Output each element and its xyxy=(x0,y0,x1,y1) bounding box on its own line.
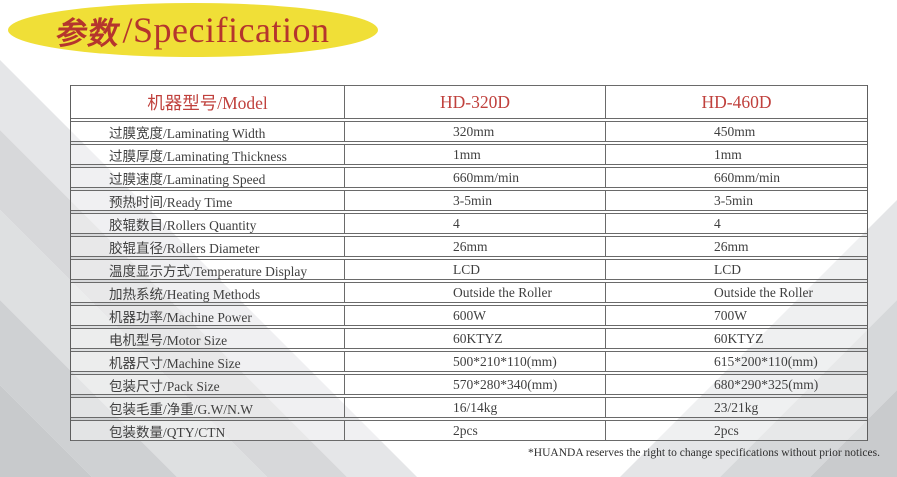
row-label: 包装毛重/净重/G.W/N.W xyxy=(71,397,345,418)
table-row: 机器功率/Machine Power 600W 700W xyxy=(71,305,867,326)
row-hd320d-value: 26mm xyxy=(345,236,606,257)
row-hd460d-value: 700W xyxy=(606,305,867,326)
row-hd320d-value: 320mm xyxy=(345,121,606,142)
row-hd460d-value: 680*290*325(mm) xyxy=(606,374,867,395)
table-row: 温度显示方式/Temperature Display LCD LCD xyxy=(71,259,867,280)
row-hd460d-value: 450mm xyxy=(606,121,867,142)
table-row: 加热系统/Heating Methods Outside the Roller … xyxy=(71,282,867,303)
row-hd460d-value: 1mm xyxy=(606,144,867,165)
row-hd460d-value: 4 xyxy=(606,213,867,234)
row-label: 预热时间/Ready Time xyxy=(71,190,345,211)
row-label: 机器尺寸/Machine Size xyxy=(71,351,345,372)
footnote: *HUANDA reserves the right to change spe… xyxy=(528,447,880,459)
row-hd460d-value: 23/21kg xyxy=(606,397,867,418)
row-hd460d-value: 3-5min xyxy=(606,190,867,211)
table-row: 机器尺寸/Machine Size 500*210*110(mm) 615*20… xyxy=(71,351,867,372)
row-hd320d-value: 16/14kg xyxy=(345,397,606,418)
table-row: 电机型号/Motor Size 60KTYZ 60KTYZ xyxy=(71,328,867,349)
page-title-cn: 参数 xyxy=(52,15,124,51)
row-hd320d-value: 3-5min xyxy=(345,190,606,211)
row-hd320d-value: 60KTYZ xyxy=(345,328,606,349)
row-label: 电机型号/Motor Size xyxy=(71,328,345,349)
row-label: 机器功率/Machine Power xyxy=(71,305,345,326)
row-hd460d-value: 26mm xyxy=(606,236,867,257)
row-hd320d-value: LCD xyxy=(345,259,606,280)
row-hd320d-value: 660mm/min xyxy=(345,167,606,188)
table-row: 胶辊直径/Rollers Diameter 26mm 26mm xyxy=(71,236,867,257)
row-hd320d-value: 500*210*110(mm) xyxy=(345,351,606,372)
row-hd320d-value: 600W xyxy=(345,305,606,326)
row-hd320d-value: 2pcs xyxy=(345,420,606,441)
row-label: 包装尺寸/Pack Size xyxy=(71,374,345,395)
header-model-label: 机器型号/Model xyxy=(71,85,345,119)
row-label: 胶辊数目/Rollers Quantity xyxy=(71,213,345,234)
row-hd320d-value: Outside the Roller xyxy=(345,282,606,303)
table-row: 胶辊数目/Rollers Quantity 4 4 xyxy=(71,213,867,234)
table-row: 包装毛重/净重/G.W/N.W 16/14kg 23/21kg xyxy=(71,397,867,418)
header-hd320d: HD-320D xyxy=(345,85,606,119)
specification-table: 机器型号/Model HD-320D HD-460D 过膜宽度/Laminati… xyxy=(70,85,868,441)
table-row: 过膜宽度/Laminating Width 320mm 450mm xyxy=(71,121,867,142)
row-label: 过膜速度/Laminating Speed xyxy=(71,167,345,188)
row-label: 胶辊直径/Rollers Diameter xyxy=(71,236,345,257)
row-hd460d-value: 60KTYZ xyxy=(606,328,867,349)
table-row: 包装尺寸/Pack Size 570*280*340(mm) 680*290*3… xyxy=(71,374,867,395)
page-title: 参数/Specification xyxy=(8,3,378,57)
table-row: 包装数量/QTY/CTN 2pcs 2pcs xyxy=(71,420,867,441)
table-row: 预热时间/Ready Time 3-5min 3-5min xyxy=(71,190,867,211)
row-hd320d-value: 570*280*340(mm) xyxy=(345,374,606,395)
row-hd460d-value: 660mm/min xyxy=(606,167,867,188)
row-hd460d-value: Outside the Roller xyxy=(606,282,867,303)
row-hd320d-value: 4 xyxy=(345,213,606,234)
table-row: 过膜厚度/Laminating Thickness 1mm 1mm xyxy=(71,144,867,165)
row-label: 加热系统/Heating Methods xyxy=(71,282,345,303)
header-hd460d: HD-460D xyxy=(606,85,867,119)
row-label: 过膜宽度/Laminating Width xyxy=(71,121,345,142)
table-row: 过膜速度/Laminating Speed 660mm/min 660mm/mi… xyxy=(71,167,867,188)
row-hd460d-value: 2pcs xyxy=(606,420,867,441)
row-hd320d-value: 1mm xyxy=(345,144,606,165)
table-header-row: 机器型号/Model HD-320D HD-460D xyxy=(71,85,867,119)
row-label: 温度显示方式/Temperature Display xyxy=(71,259,345,280)
row-label: 包装数量/QTY/CTN xyxy=(71,420,345,441)
page-title-en: /Specification xyxy=(122,10,330,50)
row-hd460d-value: LCD xyxy=(606,259,867,280)
row-hd460d-value: 615*200*110(mm) xyxy=(606,351,867,372)
row-label: 过膜厚度/Laminating Thickness xyxy=(71,144,345,165)
